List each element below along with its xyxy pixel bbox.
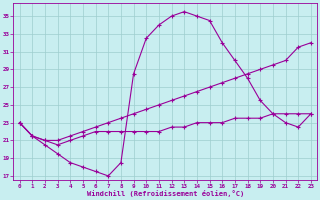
X-axis label: Windchill (Refroidissement éolien,°C): Windchill (Refroidissement éolien,°C) bbox=[87, 190, 244, 197]
